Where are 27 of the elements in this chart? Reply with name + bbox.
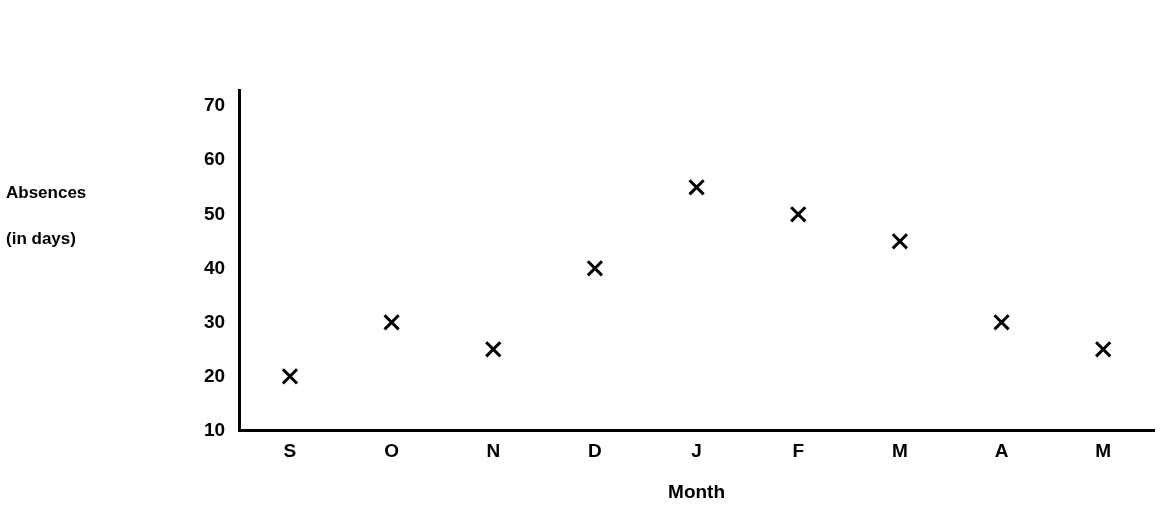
y-tick-label: 40: [203, 256, 226, 278]
point: [383, 313, 401, 331]
x-tick-label: F: [792, 440, 805, 462]
y-tick-label: 70: [203, 94, 226, 116]
x-tick-label: S: [283, 440, 297, 462]
point: [586, 259, 604, 277]
x-tick-label: A: [994, 440, 1009, 462]
y-tick-label: 50: [203, 202, 226, 224]
x-tick-label: J: [691, 440, 702, 462]
x-tick-label: O: [384, 440, 399, 462]
x-tick-label: N: [486, 440, 501, 462]
point: [1094, 340, 1112, 358]
point: [891, 232, 909, 250]
x-tick-label: M: [1095, 440, 1112, 462]
y-tick-label: 30: [203, 310, 226, 332]
x-tick-label: M: [891, 440, 908, 462]
y-tick-label: 10: [203, 418, 226, 440]
point: [484, 340, 502, 358]
point: [789, 205, 807, 223]
point: [281, 367, 299, 385]
x-axis-title: Month: [668, 480, 726, 502]
text: Absences (in days): [6, 183, 87, 248]
x-tick-label: D: [588, 440, 602, 462]
y-tick-label: 20: [203, 364, 226, 386]
point: [688, 178, 706, 196]
y-tick-label: 60: [203, 148, 226, 170]
point: [992, 313, 1011, 331]
